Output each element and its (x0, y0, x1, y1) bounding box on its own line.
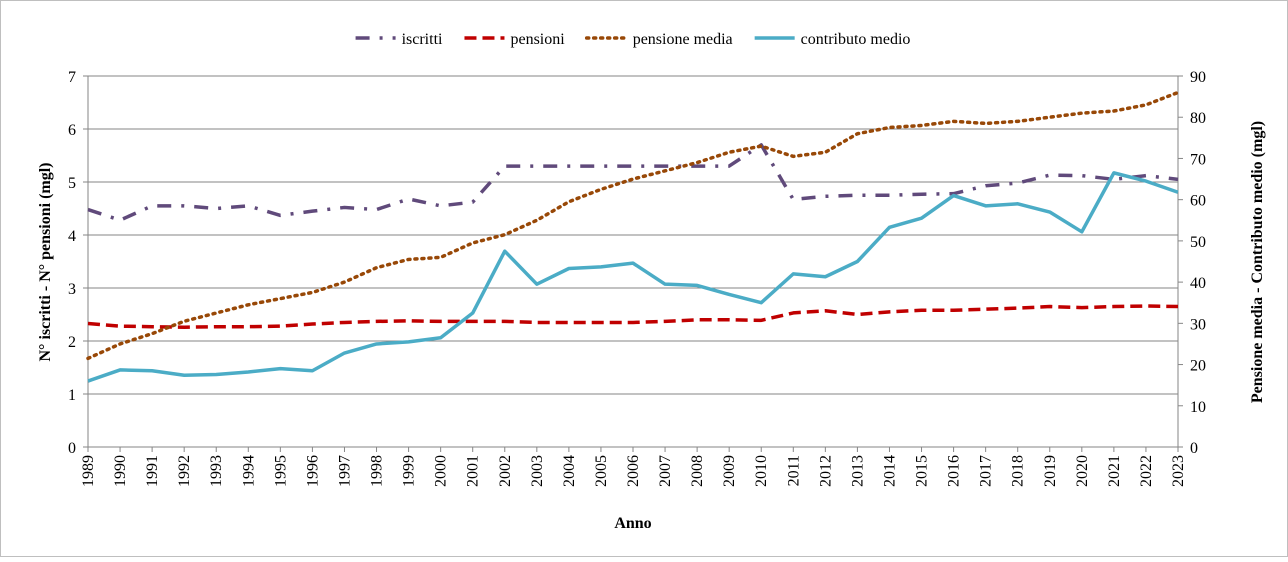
x-tick-label: 1991 (144, 455, 161, 487)
x-tick-label: 2023 (1170, 455, 1187, 487)
x-tick-label: 2012 (817, 455, 834, 487)
x-tick-label: 1993 (208, 455, 225, 487)
y2-tick-label: 90 (1190, 69, 1206, 86)
x-tick-label: 2021 (1106, 455, 1123, 487)
x-tick-label: 1999 (401, 455, 418, 487)
x-tick-label: 1989 (80, 455, 97, 487)
y2-tick-label: 50 (1190, 234, 1206, 251)
y-tick-label: 4 (68, 228, 76, 245)
x-tick-label: 2009 (721, 455, 738, 487)
x-tick-label: 2006 (625, 455, 642, 487)
legend-label: iscritti (402, 31, 443, 48)
series-line (86, 90, 1180, 361)
x-tick-label: 2013 (849, 455, 866, 487)
legend-label: contributo medio (801, 31, 911, 48)
y2-tick-label: 60 (1190, 193, 1206, 210)
x-tick-label: 2019 (1042, 455, 1059, 487)
x-tick-label: 1995 (272, 455, 289, 487)
y-axis-title: N° iscritti - N° pensioni (mgl) (37, 163, 54, 362)
x-tick-label: 2001 (465, 455, 482, 487)
y2-tick-label: 40 (1190, 275, 1206, 292)
x-tick-label: 2000 (433, 455, 450, 487)
x-tick-label: 1990 (112, 455, 129, 487)
x-tick-label: 2010 (753, 455, 770, 487)
y2-tick-label: 30 (1190, 316, 1206, 333)
x-tick-label: 2003 (529, 455, 546, 487)
x-tick-label: 2022 (1138, 455, 1155, 487)
series-line (87, 143, 1179, 222)
y2-tick-label: 0 (1190, 440, 1198, 457)
series-line (87, 171, 1179, 383)
y-tick-label: 1 (68, 387, 76, 404)
x-axis-title: Anno (614, 515, 651, 532)
x-tick-label: 2015 (914, 455, 931, 487)
x-tick-label: 1994 (240, 455, 257, 487)
y2-tick-label: 20 (1190, 358, 1206, 375)
x-tick-label: 2008 (689, 455, 706, 487)
y-tick-label: 3 (68, 281, 76, 298)
legend-label: pensioni (510, 31, 565, 48)
x-tick-label: 2002 (497, 455, 514, 487)
y-tick-label: 6 (68, 122, 76, 139)
x-tick-label: 1998 (369, 455, 386, 487)
x-tick-label: 2011 (785, 455, 802, 486)
y2-tick-label: 80 (1190, 110, 1206, 127)
y2-tick-label: 70 (1190, 151, 1206, 168)
y2-axis-title: Pensione media - Contributo medio (mgl) (1249, 121, 1266, 403)
y-tick-label: 0 (68, 440, 76, 457)
y-tick-label: 2 (68, 334, 76, 351)
y-tick-label: 5 (68, 175, 76, 192)
x-tick-label: 2018 (1010, 455, 1027, 487)
x-tick-label: 2017 (978, 455, 995, 487)
x-tick-label: 1997 (336, 455, 353, 487)
y-tick-label: 7 (68, 69, 76, 86)
x-tick-label: 2005 (593, 455, 610, 487)
series-line (87, 304, 1179, 329)
x-tick-label: 2020 (1074, 455, 1091, 487)
legend-label: pensione media (633, 31, 733, 48)
x-tick-label: 2016 (946, 455, 963, 487)
x-tick-label: 1996 (304, 455, 321, 487)
x-tick-label: 2004 (561, 455, 578, 487)
x-tick-label: 2007 (657, 455, 674, 487)
x-tick-label: 2014 (881, 455, 898, 487)
x-tick-label: 1992 (176, 455, 193, 487)
y2-tick-label: 10 (1190, 399, 1206, 416)
